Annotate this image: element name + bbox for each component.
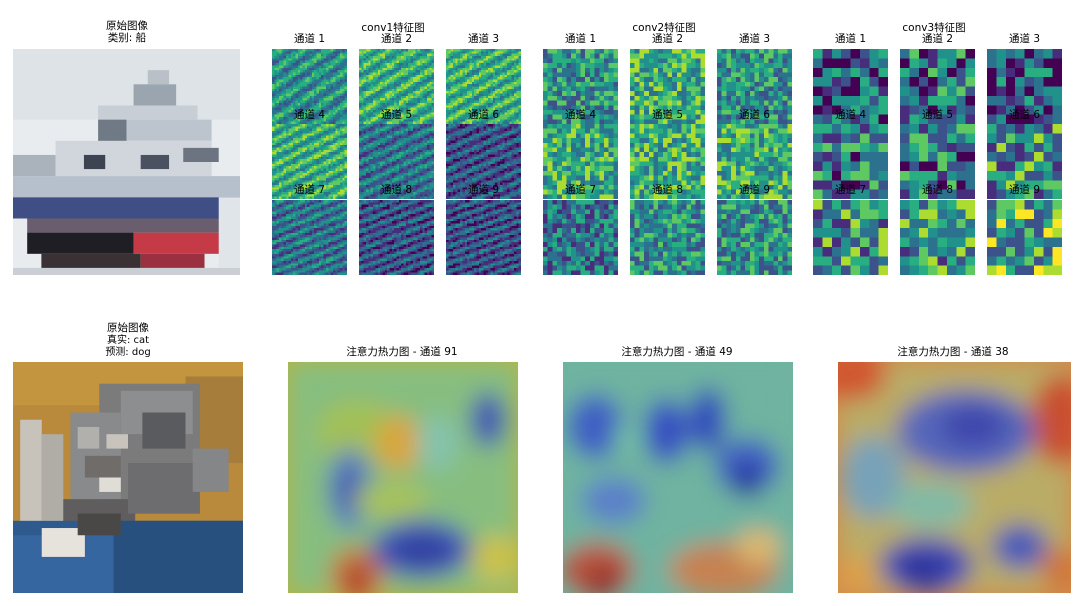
channel-label: 通道 4 [293,109,326,121]
feature-map-conv1-channel-6 [446,124,521,199]
feature-map-conv1-channel-3 [446,49,521,124]
conv2-title: conv2特征图 [632,22,696,34]
channel-label: 通道 5 [921,109,954,121]
original-image-title-2: 原始图像 [107,322,149,334]
channel-label: 通道 1 [293,33,326,45]
feature-map-conv3-channel-4 [813,124,888,199]
pred-label: 预测: dog [105,347,151,358]
feature-map-conv3-channel-2 [900,49,975,124]
channel-label: 通道 7 [293,184,326,196]
original-image-title: 原始图像 [106,20,148,32]
heatmap-title-38: 注意力热力图 - 通道 38 [897,346,1009,358]
ship-image [13,49,240,275]
channel-label: 通道 4 [834,109,867,121]
channel-label: 通道 4 [564,109,597,121]
cat-image [13,362,243,593]
channel-label: 通道 3 [1008,33,1041,45]
channel-label: 通道 3 [467,33,500,45]
feature-map-conv2-channel-2 [630,49,705,124]
feature-map-conv2-channel-5 [630,124,705,199]
feature-map-conv1-channel-2 [359,49,434,124]
feature-map-conv3-channel-5 [900,124,975,199]
feature-map-conv2-channel-6 [717,124,792,199]
feature-map-conv1-channel-1 [272,49,347,124]
heatmap-title-91: 注意力热力图 - 通道 91 [346,346,458,358]
feature-map-conv1-channel-4 [272,124,347,199]
conv3-title: conv3特征图 [902,22,966,34]
channel-label: 通道 5 [380,109,413,121]
heatmap-channel-38 [838,362,1071,593]
heatmap-title-49: 注意力热力图 - 通道 49 [621,346,733,358]
feature-map-conv3-channel-1 [813,49,888,124]
feature-map-conv2-channel-7 [543,200,618,275]
feature-map-conv1-channel-8 [359,200,434,275]
channel-label: 通道 6 [467,109,500,121]
feature-map-conv2-channel-3 [717,49,792,124]
feature-map-conv1-channel-7 [272,200,347,275]
channel-label: 通道 8 [651,184,684,196]
feature-map-conv3-channel-6 [987,124,1062,199]
conv1-title: conv1特征图 [361,22,425,34]
channel-label: 通道 9 [467,184,500,196]
channel-label: 通道 8 [380,184,413,196]
feature-map-conv3-channel-7 [813,200,888,275]
feature-map-conv2-channel-9 [717,200,792,275]
feature-map-conv3-channel-9 [987,200,1062,275]
channel-label: 通道 1 [834,33,867,45]
channel-label: 通道 9 [1008,184,1041,196]
channel-label: 通道 9 [738,184,771,196]
channel-label: 通道 8 [921,184,954,196]
true-label: 真实: cat [106,335,150,346]
feature-map-conv2-channel-8 [630,200,705,275]
feature-map-conv3-channel-8 [900,200,975,275]
channel-label: 通道 2 [380,33,413,45]
class-label: 类别: 船 [107,32,147,44]
channel-label: 通道 3 [738,33,771,45]
heatmap-channel-49 [563,362,793,593]
channel-label: 通道 2 [651,33,684,45]
channel-label: 通道 2 [921,33,954,45]
channel-label: 通道 5 [651,109,684,121]
feature-map-conv1-channel-9 [446,200,521,275]
channel-label: 通道 7 [834,184,867,196]
feature-map-conv3-channel-3 [987,49,1062,124]
channel-label: 通道 6 [738,109,771,121]
channel-label: 通道 7 [564,184,597,196]
feature-map-conv1-channel-5 [359,124,434,199]
heatmap-channel-91 [288,362,518,593]
feature-map-conv2-channel-4 [543,124,618,199]
feature-map-conv2-channel-1 [543,49,618,124]
channel-label: 通道 6 [1008,109,1041,121]
channel-label: 通道 1 [564,33,597,45]
